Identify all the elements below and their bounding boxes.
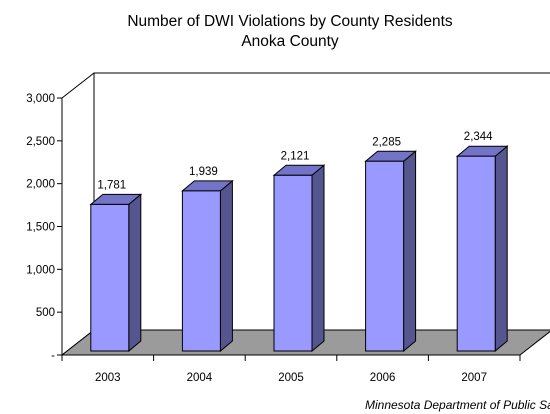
bar-side <box>311 164 325 353</box>
source-note: Minnesota Department of Public Safety <box>365 398 550 412</box>
x-tick-label: 2006 <box>370 372 396 384</box>
x-tick-label: 2007 <box>461 372 487 384</box>
y-tick-label: 2,000 <box>26 179 55 191</box>
x-tick-label: 2004 <box>187 372 213 384</box>
bar <box>90 203 130 352</box>
y-tick-label: 500 <box>36 307 55 319</box>
data-label: 1,781 <box>97 179 126 191</box>
side-wall-top-edge <box>61 72 95 99</box>
chart-title: Number of DWI Violations by County Resid… <box>127 13 453 30</box>
bar <box>365 160 405 352</box>
y-tick-label: 2,500 <box>26 136 55 148</box>
bar-side <box>219 179 233 353</box>
bar <box>181 190 221 352</box>
x-axis: 2003 2004 2005 2006 2007 <box>61 355 521 384</box>
y-tick-label: 1,000 <box>26 264 55 276</box>
data-labels: 1,781 1,939 2,121 2,285 2,344 <box>97 131 493 191</box>
bar-side <box>494 145 508 353</box>
y-tick-label: 3,000 <box>26 93 55 105</box>
bar-series <box>89 145 509 353</box>
y-tick-label: 1,500 <box>26 222 55 234</box>
chart-subtitle: Anoka County <box>241 33 339 50</box>
data-label: 1,939 <box>189 166 218 178</box>
bar-side <box>403 150 417 353</box>
bar <box>456 155 496 352</box>
y-axis: - 500 1,000 1,500 2,000 2,500 3,000 <box>26 93 62 362</box>
bar-side <box>128 193 142 353</box>
x-tick-label: 2005 <box>278 372 304 384</box>
y-tick-label: - <box>51 350 55 362</box>
bar <box>273 174 313 352</box>
data-label: 2,344 <box>464 131 493 143</box>
x-tick-label: 2003 <box>95 372 121 384</box>
data-label: 2,285 <box>372 136 401 148</box>
data-label: 2,121 <box>281 150 310 162</box>
